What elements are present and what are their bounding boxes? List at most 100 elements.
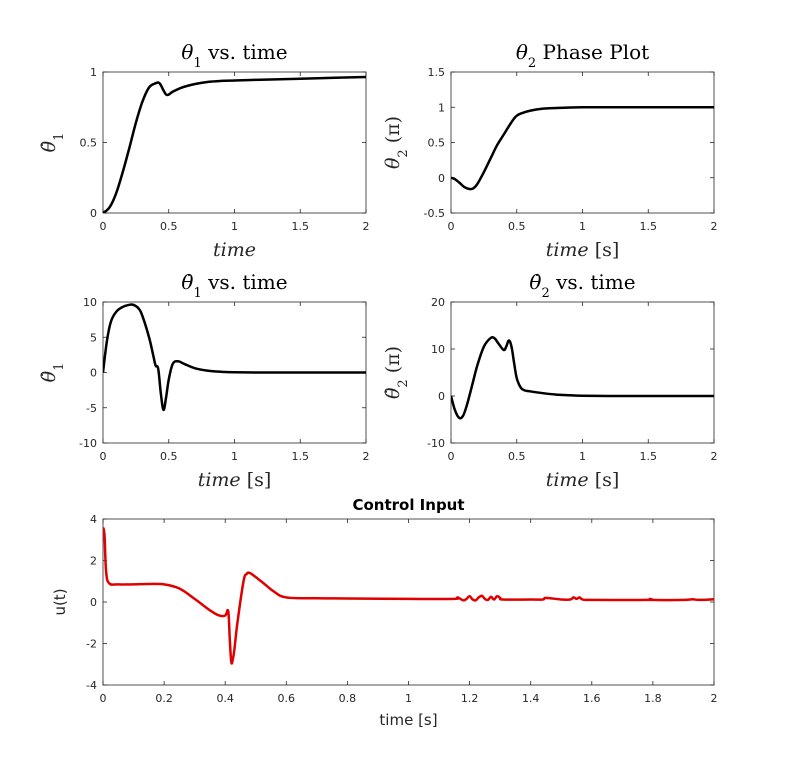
text-part: time xyxy=(546,239,589,261)
y-tick-label: 20 xyxy=(431,296,445,309)
text-part: θ xyxy=(181,40,193,64)
y-tick-label: 0 xyxy=(438,390,445,403)
text-part: Phase Plot xyxy=(536,40,649,64)
x-tick-label: 0.5 xyxy=(508,220,526,233)
y-tick-label: 4 xyxy=(90,513,97,526)
x-tick-label: 1.8 xyxy=(644,692,662,705)
y-tick-label: -10 xyxy=(79,437,97,450)
x-tick-label: 1 xyxy=(405,692,412,705)
y-axis-label: θ2 (π) xyxy=(382,116,411,169)
y-axis-label: θ̇1 xyxy=(38,133,67,153)
y-tick-label: 10 xyxy=(83,296,97,309)
x-tick-label: 0 xyxy=(448,450,455,463)
x-tick-label: 0 xyxy=(100,220,107,233)
y-tick-label: 0 xyxy=(90,596,97,609)
text-part: time xyxy=(213,239,256,261)
text-part: time xyxy=(198,469,241,491)
plot-area xyxy=(102,71,367,214)
x-tick-label: 2 xyxy=(363,450,370,463)
x-tick-label: 0 xyxy=(448,220,455,233)
plot-area xyxy=(450,301,715,444)
plot-area xyxy=(450,71,715,214)
x-tick-label: 1 xyxy=(231,220,238,233)
y-tick-label: 0 xyxy=(90,367,97,380)
y-tick-label: 1 xyxy=(438,101,445,114)
text-part: vs. time xyxy=(202,270,288,294)
series-line xyxy=(103,526,714,665)
x-tick-label: 1.5 xyxy=(640,450,658,463)
y-tick-label: -4 xyxy=(86,679,97,692)
text-part: time xyxy=(546,469,589,491)
x-tick-label: 1 xyxy=(579,450,586,463)
x-tick-label: 2 xyxy=(711,220,718,233)
x-tick-label: 1.5 xyxy=(292,450,310,463)
text-part: θ xyxy=(382,157,404,169)
y-tick-label: 0.5 xyxy=(80,137,98,150)
x-tick-label: 0.5 xyxy=(160,220,178,233)
y-tick-label: -5 xyxy=(86,402,97,415)
x-tick-label: 0 xyxy=(100,450,107,463)
x-axis-label: time [s] xyxy=(198,469,272,491)
series-line xyxy=(451,336,714,420)
text-part: θ̇ xyxy=(529,270,541,294)
text-part: 2 xyxy=(541,286,549,301)
text-part: Control Input xyxy=(352,496,464,514)
chart-control: 0 0.2 0.4 0.6 0.8 1 1.2 1.4 1.6 1.8 2 -4 -2 0 2 4 Contro… xyxy=(51,496,718,729)
x-tick-label: 1.2 xyxy=(461,692,479,705)
text-part: time [s] xyxy=(379,711,437,729)
text-part: 1 xyxy=(52,133,67,141)
series-line xyxy=(451,105,714,191)
y-axis-label: θ̇2 (π) xyxy=(382,346,411,399)
text-part: [s] xyxy=(589,239,620,261)
text-part: u(t) xyxy=(51,588,69,615)
y-tick-label: 1.5 xyxy=(428,66,446,79)
text-part: θ̇ xyxy=(382,387,404,399)
x-tick-label: 0.8 xyxy=(339,692,357,705)
x-tick-label: 1.5 xyxy=(292,220,310,233)
x-axis-label: time xyxy=(213,239,256,261)
x-tick-label: 2 xyxy=(711,450,718,463)
x-tick-label: 0 xyxy=(100,692,107,705)
x-axis-label: time [s] xyxy=(379,711,437,729)
text-part: [s] xyxy=(241,469,272,491)
x-tick-label: 0.5 xyxy=(508,450,526,463)
x-tick-label: 0.6 xyxy=(278,692,296,705)
text-part: vs. time xyxy=(202,40,288,64)
y-tick-label: 0 xyxy=(90,207,97,220)
x-tick-label: 2 xyxy=(363,220,370,233)
text-part: 1 xyxy=(193,286,201,301)
y-tick-label: 5 xyxy=(90,331,97,344)
text-part: θ̇ xyxy=(38,140,60,152)
y-tick-label: 1 xyxy=(90,66,97,79)
chart-title: Control Input xyxy=(352,496,464,514)
x-axis-label: time [s] xyxy=(546,239,620,261)
y-tick-label: -10 xyxy=(427,437,445,450)
x-tick-label: 0.4 xyxy=(216,692,234,705)
x-tick-label: 2 xyxy=(711,692,718,705)
text-part: [s] xyxy=(589,469,620,491)
y-tick-label: 10 xyxy=(431,343,445,356)
text-part: 2 xyxy=(396,379,411,387)
series-line xyxy=(103,303,366,412)
x-tick-label: 1 xyxy=(579,220,586,233)
y-tick-label: -0.5 xyxy=(424,207,445,220)
x-tick-label: 1.5 xyxy=(640,220,658,233)
text-part: θ̇ xyxy=(181,270,193,294)
y-tick-label: 0 xyxy=(438,172,445,185)
y-axis-label: θ̇1 xyxy=(38,363,67,383)
text-part: 1 xyxy=(193,56,201,71)
x-tick-label: 0.5 xyxy=(160,450,178,463)
x-tick-label: 1 xyxy=(231,450,238,463)
chart-title: θ1 vs. time xyxy=(181,40,287,71)
text-part: (π) xyxy=(382,346,404,379)
y-axis-label: u(t) xyxy=(51,588,69,615)
text-part: θ xyxy=(516,40,528,64)
chart-title: θ̇1 vs. time xyxy=(181,270,287,301)
plot-area xyxy=(102,518,715,686)
text-part: 2 xyxy=(528,56,536,71)
y-tick-label: 2 xyxy=(90,555,97,568)
